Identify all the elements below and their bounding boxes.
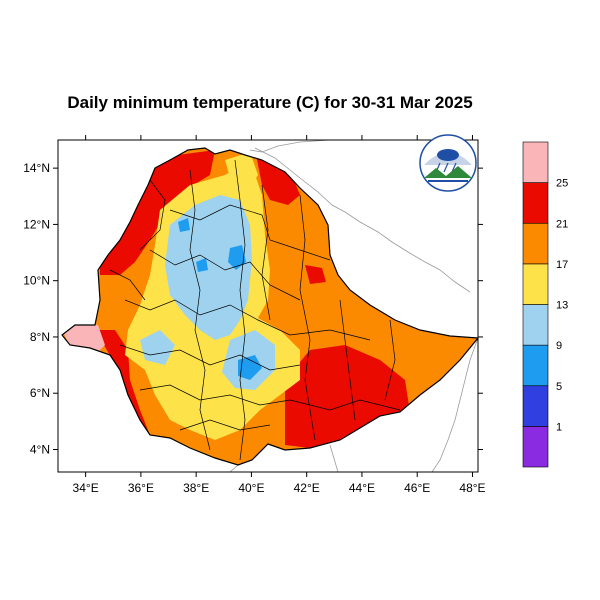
colorbar-label: 25 [556, 178, 568, 190]
x-tick-label: 44°E [349, 481, 375, 495]
y-tick-label: 4°N [30, 442, 50, 456]
colorbar-swatch [522, 182, 549, 224]
colorbar-swatch [522, 222, 549, 265]
y-tick-label: 6°N [30, 386, 50, 400]
colorbar-label: 9 [556, 340, 562, 352]
y-tick-label: 12°N [23, 217, 50, 231]
y-tick-label: 10°N [23, 274, 50, 288]
x-tick-label: 38°E [183, 481, 209, 495]
colorbar-label: 1 [556, 421, 562, 433]
colorbar-swatch [522, 263, 549, 305]
axis-ticks: 34°E 36°E 38°E 40°E 42°E 44°E 46°E 48°E 4°N 6°N 8°… [23, 135, 486, 495]
neighbor-border-somalia [431, 337, 478, 472]
colorbar-label: 21 [556, 218, 568, 230]
legend-colorbar: 1 5 9 13 17 21 25 [522, 141, 568, 468]
colorbar-swatch [522, 304, 549, 346]
y-tick-label: 8°N [30, 330, 50, 344]
agency-logo [419, 134, 477, 192]
map-area [58, 140, 478, 472]
x-tick-label: 46°E [404, 481, 430, 495]
colorbar-swatch [522, 385, 549, 427]
colorbar-swatch [522, 426, 549, 468]
colorbar-label: 17 [556, 259, 568, 271]
neighbor-border-south [229, 444, 339, 472]
y-tick-label: 14°N [23, 161, 50, 175]
x-tick-label: 42°E [294, 481, 320, 495]
colorbar-label: 13 [556, 300, 568, 312]
map-title: Daily minimum temperature (C) for 30-31 … [67, 93, 473, 112]
x-tick-label: 40°E [238, 481, 264, 495]
x-tick-label: 48°E [459, 481, 485, 495]
admin-boundaries [109, 159, 401, 461]
colorbar-label: 5 [556, 381, 562, 393]
colorbar-swatch [522, 344, 549, 387]
x-tick-label: 36°E [128, 481, 154, 495]
coastline-red-sea [254, 147, 471, 293]
country-outline [61, 147, 478, 466]
x-tick-label: 34°E [73, 481, 99, 495]
map-frame [57, 139, 479, 473]
neighbor-border-north [249, 140, 331, 153]
colorbar-swatch [522, 141, 549, 183]
